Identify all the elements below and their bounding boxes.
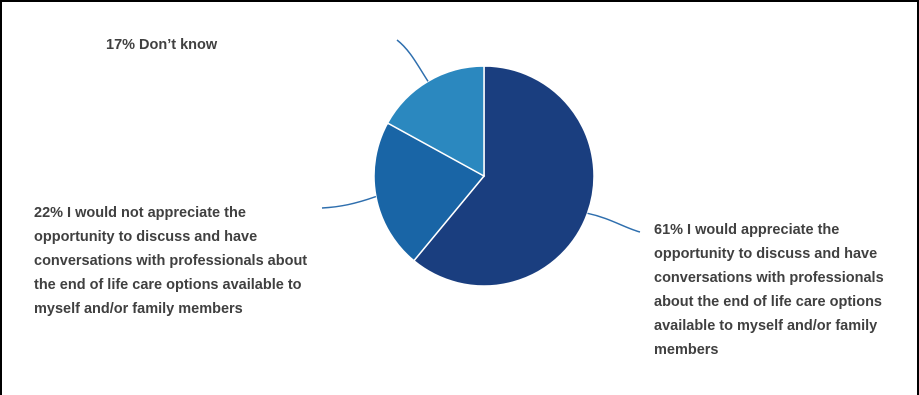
- leader-line-dont-know: [396, 39, 429, 82]
- pie-slice-would-not-appreciate: [373, 121, 486, 262]
- slice-label-dont-know: 17% Don’t know: [106, 37, 218, 53]
- slice-label-would-not-appreciate: 22% I would not appreciate the opportuni…: [34, 205, 308, 317]
- leader-line-would-appreciate: [587, 212, 641, 233]
- leader-lines: [321, 39, 641, 233]
- pie-slice-dont-know: [386, 65, 485, 178]
- pie-slice-would-appreciate: [412, 65, 595, 287]
- leader-line-would-not-appreciate: [321, 195, 377, 209]
- slice-label-would-appreciate: 61% I would appreciate the opportunity t…: [654, 222, 884, 358]
- pie-slices: [373, 65, 595, 287]
